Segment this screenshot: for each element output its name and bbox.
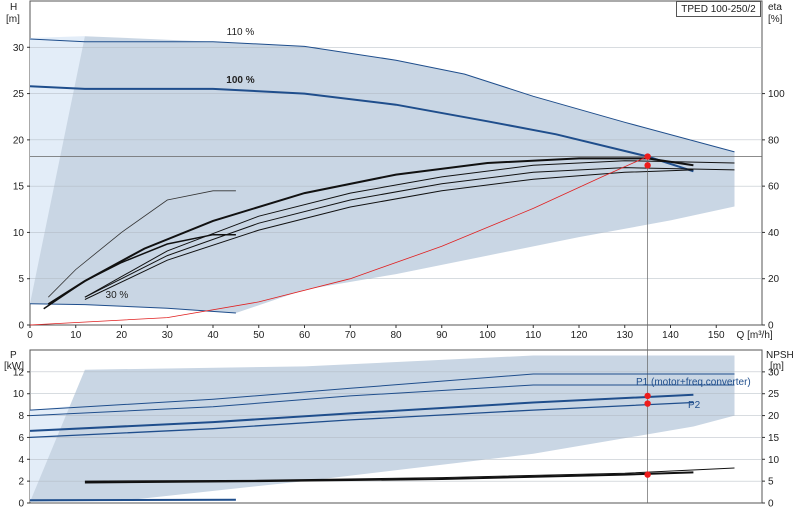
eta-axis-tick-label: 80 <box>768 135 780 146</box>
eta-axis-tick-label: 100 <box>768 89 785 100</box>
q-axis-tick-label: 130 <box>616 330 633 341</box>
bottom-operating-envelope <box>30 355 735 502</box>
h-axis-tick-label: 5 <box>18 274 24 285</box>
eta-curve-30-thick <box>43 233 236 310</box>
npsh-axis-tick-label: 20 <box>768 411 780 422</box>
q-axis-tick-label: 10 <box>70 330 82 341</box>
npsh-axis-tick-label: 30 <box>768 367 780 378</box>
system-curve <box>29 156 648 326</box>
eta-curve-mid <box>84 167 735 298</box>
eta-axis-tick-label: 0 <box>768 321 774 332</box>
duty-point-head <box>644 153 651 160</box>
duty-point-p2 <box>644 400 651 407</box>
speed-label-100: 100 % <box>226 75 254 86</box>
h-axis-tick-label: 20 <box>13 135 25 146</box>
p1-curve-100 <box>29 393 694 432</box>
p-axis-tick-label: 8 <box>18 411 24 422</box>
q-axis-tick-label: 40 <box>207 330 219 341</box>
q-axis-tick-label: 80 <box>390 330 402 341</box>
h-curve-110 <box>29 38 735 153</box>
q-axis-tick-label: 90 <box>436 330 448 341</box>
h-axis-tick-label: 0 <box>18 321 24 332</box>
eta-axis-unit: [%] <box>768 14 783 25</box>
top-operating-envelope <box>30 36 735 313</box>
h-axis-unit: [m] <box>6 14 20 25</box>
p2-curve-110 <box>29 384 735 417</box>
eta-curve-110 <box>84 160 735 298</box>
p-axis-tick-label: 0 <box>18 499 24 510</box>
p1-curve-110 <box>29 373 735 411</box>
q-axis-tick-label: 110 <box>525 330 541 341</box>
eta-axis-tick-label: 60 <box>768 182 780 193</box>
npsh-axis-label: NPSH <box>766 350 794 361</box>
duty-point-eta <box>644 162 651 169</box>
pump-title-box: TPED 100-250/2 <box>676 1 761 17</box>
duty-point-npsh <box>644 471 651 478</box>
q-axis-tick-label: 60 <box>299 330 311 341</box>
eta-curve-100 <box>47 157 694 306</box>
h-axis-tick-label: 25 <box>13 89 25 100</box>
p-axis-label: P <box>10 350 17 361</box>
h-axis-label: H <box>10 2 17 13</box>
eta-axis-tick-label: 20 <box>768 274 780 285</box>
p-axis-tick-label: 6 <box>18 433 24 444</box>
npsh-axis-tick-label: 0 <box>768 499 774 510</box>
npsh-axis-tick-label: 25 <box>768 389 780 400</box>
h-axis-tick-label: 30 <box>13 43 25 54</box>
npsh-axis-tick-label: 15 <box>768 433 780 444</box>
q-axis-tick-label: 140 <box>662 330 679 341</box>
q-axis-tick-label: 30 <box>162 330 174 341</box>
legend-p1: P1 (motor+freq.converter) <box>636 377 751 388</box>
p-axis-unit: [kW] <box>4 361 24 372</box>
q-axis-tick-label: 0 <box>27 330 33 341</box>
q-axis-tick-label: 20 <box>116 330 128 341</box>
npsh-axis-unit: [m] <box>770 361 784 372</box>
h-axis-tick-label: 10 <box>13 228 25 239</box>
npsh-axis-tick-label: 10 <box>768 455 780 466</box>
p2-curve-100 <box>29 401 694 439</box>
eta-axis-tick-label: 40 <box>768 228 780 239</box>
npsh-axis-tick-label: 5 <box>768 477 774 488</box>
q-axis-tick-label: 120 <box>571 330 588 341</box>
q-axis-tick-label: 50 <box>253 330 265 341</box>
duty-point-p1 <box>644 392 651 400</box>
p-axis-tick-label: 12 <box>13 367 25 378</box>
q-axis-tick-label: 70 <box>345 330 357 341</box>
p-axis-tick-label: 2 <box>18 477 24 488</box>
q-axis-label: Q [m³/h] <box>737 330 773 341</box>
h-curve-30 <box>29 303 236 314</box>
p-curve-30 <box>29 498 236 502</box>
q-axis-tick-label: 150 <box>708 330 725 341</box>
eta-curve-30-thin <box>48 190 236 298</box>
p-axis-tick-label: 10 <box>13 389 25 400</box>
h-axis-tick-label: 15 <box>13 182 25 193</box>
eta-axis-label: eta <box>768 2 782 13</box>
speed-label-110: 110 % <box>227 27 255 38</box>
h-curve-100 <box>29 85 694 173</box>
q-axis-tick-label: 100 <box>479 330 496 341</box>
p-axis-tick-label: 4 <box>18 455 24 466</box>
legend-p2: P2 <box>688 400 701 411</box>
speed-label-30: 30 % <box>106 290 129 301</box>
